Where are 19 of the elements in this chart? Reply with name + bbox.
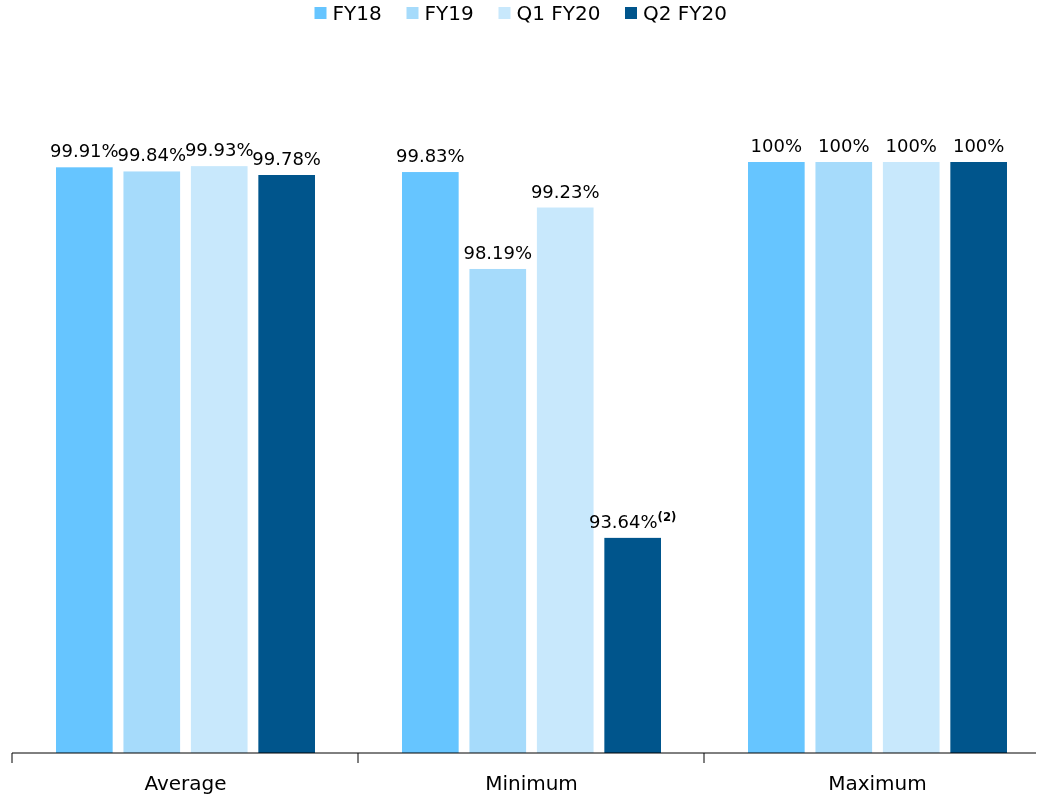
data-label: 99.93%: [184, 139, 254, 161]
x-tick-label: Minimum: [485, 771, 578, 795]
legend-label: Q1 FY20: [516, 0, 601, 25]
data-label: 99.83%: [396, 145, 465, 167]
data-label: 99.78%: [252, 148, 321, 169]
legend-label: FY18: [332, 0, 382, 25]
legend-label: Q2 FY20: [643, 0, 727, 25]
data-label: 99.84%: [117, 144, 187, 166]
data-label: 100%: [952, 135, 1005, 156]
x-tick-label: Average: [144, 771, 227, 795]
data-label: 100%: [750, 135, 803, 156]
data-label: 93.64%$^{(2)}$: [588, 509, 677, 532]
data-label: 99.23%: [530, 180, 600, 202]
legend-label: FY19: [424, 0, 474, 25]
data-label: 98.19%: [463, 241, 533, 263]
data-label: 100%: [885, 135, 937, 156]
data-label: 100%: [818, 135, 870, 156]
x-tick-label: Maximum: [828, 771, 927, 795]
data-label: 99.91%: [50, 140, 119, 162]
